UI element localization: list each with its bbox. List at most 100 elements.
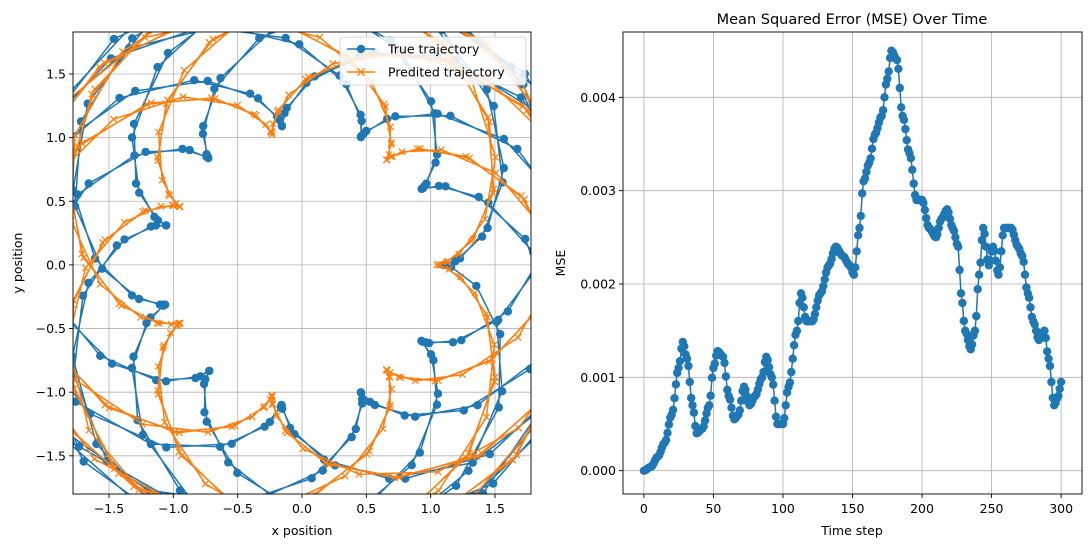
predicted-trajectory-point [269, 120, 277, 128]
true-trajectory-point [356, 110, 365, 120]
true-trajectory-point [448, 338, 458, 347]
mse-point [851, 263, 860, 272]
predicted-trajectory-point [115, 300, 123, 308]
true-trajectory-point [459, 406, 468, 415]
mse-y-axis-label: MSE [553, 250, 568, 277]
mse-point [899, 115, 909, 125]
mse-chart-title: Mean Squared Error (MSE) Over Time [717, 12, 988, 28]
mse-point [958, 298, 967, 308]
predicted-trajectory-point [492, 169, 500, 177]
predicted-trajectory-point [386, 404, 394, 412]
trajectory-y-tick-label: 0.5 [46, 194, 66, 209]
predicted-trajectory-point [209, 35, 217, 43]
mse-point [812, 303, 821, 312]
true-trajectory-point [489, 479, 498, 488]
predicted-trajectory-point [162, 100, 170, 108]
predicted-trajectory-point [88, 90, 96, 98]
true-trajectory-point [407, 461, 416, 470]
true-trajectory-point [426, 350, 436, 359]
true-trajectory-point [422, 179, 431, 188]
true-trajectory-point [472, 281, 481, 291]
mse-point [685, 377, 694, 387]
true-trajectory-point [457, 336, 466, 345]
mse-point [682, 354, 692, 363]
true-trajectory-point [494, 403, 503, 412]
mse-point [991, 256, 1000, 265]
predicted-trajectory-point [138, 420, 147, 428]
predicted-trajectory-point [471, 289, 479, 297]
mse-point [707, 373, 717, 382]
predicted-trajectory-point [462, 454, 470, 462]
mse-point [1055, 384, 1064, 394]
predicted-trajectory-point [155, 319, 163, 328]
predicted-trajectory-point [228, 423, 236, 431]
mse-point [819, 281, 828, 291]
predicted-trajectory-point [73, 301, 76, 309]
predicted-trajectory-point [435, 260, 444, 269]
true-trajectory-point [178, 144, 187, 154]
true-trajectory-point [516, 93, 526, 102]
mse-point [727, 403, 736, 412]
predicted-trajectory-point [304, 73, 312, 81]
predicted-trajectory-point [382, 365, 391, 374]
predicted-trajectory-point [363, 450, 371, 458]
true-trajectory-point [438, 32, 446, 34]
mse-point [668, 405, 678, 414]
mse-point [680, 342, 689, 351]
true-trajectory-point [417, 336, 426, 345]
predicted-trajectory-point [105, 404, 113, 412]
mse-point [892, 55, 902, 65]
predicted-trajectory-point [382, 156, 391, 164]
mse-series [639, 46, 1066, 475]
legend-marker-true [356, 44, 366, 54]
mse-point [956, 289, 966, 298]
mse-point [1043, 347, 1052, 356]
true-trajectory-point [357, 395, 367, 404]
mse-point [785, 378, 795, 387]
mse-y-tick-label: 0.002 [580, 277, 616, 292]
predicted-trajectory-point [458, 370, 467, 379]
true-trajectory-point [357, 131, 366, 141]
true-trajectory-point [216, 442, 225, 451]
trajectory-series [73, 32, 531, 494]
predicted-trajectory-point [96, 280, 104, 288]
mse-point [973, 285, 982, 294]
mse-point [737, 396, 746, 405]
true-trajectory-point [295, 40, 304, 49]
predicted-trajectory-point [411, 377, 419, 385]
trajectory-ticks: −1.5 −1.0 −0.5 0.0 0.5 1.0 1.5 −1.5 −1.0 −0.5 0.0 0… [36, 67, 505, 517]
mse-point [949, 226, 959, 236]
predicted-trajectory-point [481, 215, 489, 223]
true-trajectory-point [120, 235, 129, 244]
true-trajectory-point [115, 93, 124, 103]
predicted-trajectory-point [110, 465, 118, 473]
mse-point [955, 265, 964, 275]
mse-point [1044, 354, 1053, 363]
true-trajectory-point [146, 439, 156, 449]
predicted-trajectory-point [472, 489, 480, 494]
true-trajectory-point [205, 366, 214, 375]
mse-point [853, 231, 863, 240]
mse-point [742, 391, 751, 401]
mse-point [974, 270, 984, 279]
predicted-trajectory-point [311, 491, 320, 494]
true-trajectory-point [127, 133, 137, 142]
true-trajectory-point [503, 307, 513, 316]
true-trajectory-point [483, 223, 492, 233]
predicted-trajectory-point [177, 452, 186, 460]
mse-point [990, 246, 999, 256]
mse-point [759, 367, 768, 377]
predicted-trajectory-point [434, 468, 442, 476]
mse-point [1056, 377, 1066, 387]
predicted-trajectory-point [433, 261, 441, 269]
predicted-trajectory-point [274, 106, 282, 114]
mse-point [852, 247, 861, 256]
true-trajectory-point [161, 377, 171, 386]
predicted-trajectory-point [173, 321, 181, 329]
predicted-trajectory-point [478, 450, 486, 458]
predicted-trajectory-point [299, 445, 307, 453]
true-trajectory-point [468, 458, 477, 467]
true-trajectory-point [347, 432, 356, 442]
mse-point [789, 341, 799, 350]
true-trajectory-point [281, 33, 290, 43]
